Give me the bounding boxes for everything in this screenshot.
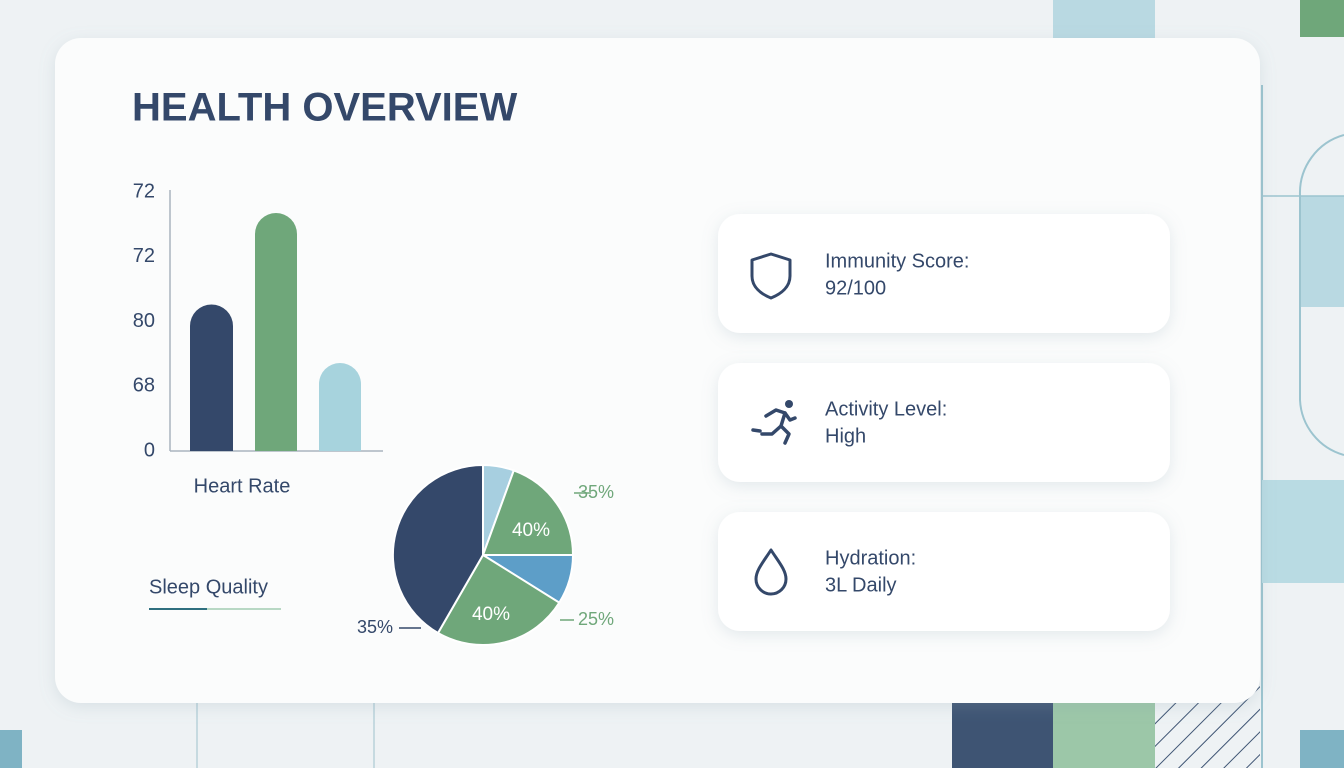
y-tick-label: 72 bbox=[133, 245, 155, 267]
bar bbox=[190, 304, 234, 451]
info-card: Immunity Score: 92/100 bbox=[718, 214, 1170, 333]
card-label: Hydration: bbox=[825, 547, 916, 569]
bar bbox=[319, 363, 361, 451]
drop-icon bbox=[754, 548, 788, 596]
callout-label: 25% bbox=[578, 609, 614, 629]
y-tick-label: 68 bbox=[133, 375, 155, 397]
card-value: 92/100 bbox=[825, 277, 886, 299]
info-card: Hydration: 3L Daily bbox=[718, 512, 1170, 631]
shield-icon bbox=[750, 252, 792, 300]
card-label: Immunity Score: bbox=[825, 250, 969, 272]
pie-slice bbox=[391, 463, 484, 635]
title: HEALTH OVERVIEW bbox=[132, 86, 517, 130]
chart-label: Heart Rate bbox=[194, 475, 291, 497]
callout-label: 35% bbox=[578, 482, 614, 502]
y-tick-label: 80 bbox=[133, 310, 155, 332]
slice-label: 40% bbox=[472, 604, 510, 625]
slice-label: 40% bbox=[512, 520, 550, 541]
card-value: High bbox=[825, 425, 866, 447]
info-card: Activity Level: High bbox=[718, 363, 1170, 482]
y-tick-label: 0 bbox=[144, 439, 155, 461]
callout-label: 35% bbox=[357, 617, 393, 637]
bar bbox=[255, 213, 297, 451]
chart-label: Sleep Quality bbox=[149, 576, 268, 598]
card-value: 3L Daily bbox=[825, 574, 897, 596]
card-label: Activity Level: bbox=[825, 398, 947, 420]
y-tick-label: 72 bbox=[133, 180, 155, 202]
runner-icon bbox=[751, 400, 797, 445]
pie-chart: Sleep Quality 40% 40% 35% 25% 35% bbox=[149, 463, 614, 647]
pie-slice bbox=[481, 469, 575, 556]
bar-chart: 72 72 80 68 0 Heart Rate bbox=[133, 180, 383, 497]
pie-slice bbox=[436, 553, 561, 647]
